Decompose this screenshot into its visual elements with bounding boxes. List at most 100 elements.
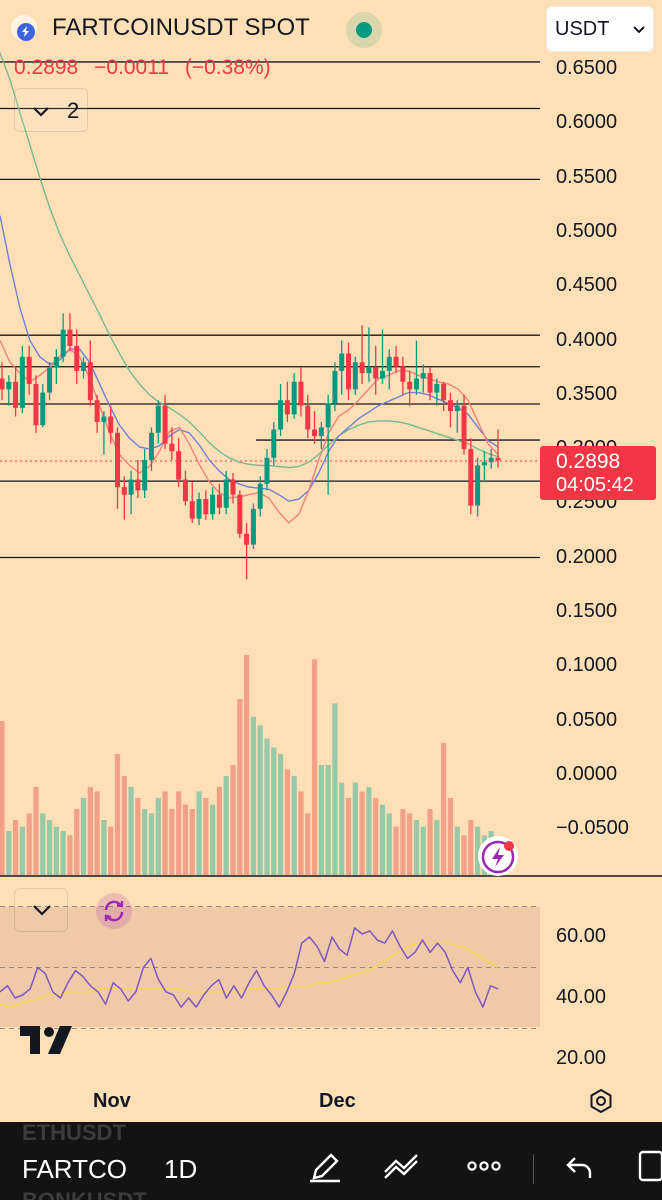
- volume-bar: [475, 826, 481, 875]
- candle-body: [67, 329, 73, 346]
- interval-button[interactable]: 1D: [164, 1154, 198, 1184]
- candle-body: [400, 366, 406, 382]
- volume-bar: [169, 809, 175, 875]
- price-axis-label: 0.5000: [556, 219, 618, 242]
- volume-bar: [468, 820, 474, 875]
- candle-body: [271, 429, 277, 458]
- last-price: 0.2898: [14, 56, 79, 79]
- candle-body: [53, 356, 59, 368]
- rsi-axis-label: 40.00: [556, 986, 607, 1008]
- price-axis-label: 0.0000: [556, 762, 618, 785]
- candle-body: [223, 479, 229, 508]
- volume-bar: [420, 826, 426, 875]
- toolbar-separator: [533, 1154, 534, 1184]
- price-axis-label: −0.0500: [556, 817, 629, 840]
- indicators-icon[interactable]: [382, 1148, 422, 1184]
- current-price-tag: 0.2898 04:05:42: [540, 446, 656, 500]
- rsi-collapse-button[interactable]: [14, 888, 68, 932]
- volume-bar: [182, 804, 189, 875]
- candle-body: [74, 345, 80, 371]
- volume-bar: [189, 809, 195, 875]
- volume-bar: [101, 820, 107, 875]
- price-axis-label: 0.1500: [556, 600, 618, 622]
- volume-bar: [318, 765, 324, 875]
- undo-icon[interactable]: [562, 1148, 598, 1184]
- currency-label: USDT: [555, 18, 610, 40]
- chevron-down-icon: [633, 26, 645, 34]
- volume-bar: [33, 787, 39, 875]
- candle-body: [379, 370, 385, 379]
- price-axis-label: 0.2000: [556, 545, 618, 568]
- time-axis-label-nov: Nov: [93, 1090, 131, 1112]
- tradingview-logo-icon[interactable]: [18, 1024, 74, 1061]
- rsi-axis-label: 60.00: [556, 925, 607, 947]
- symbol-title[interactable]: FARTCOINUSDT SPOT: [52, 14, 310, 41]
- candle-body: [481, 462, 487, 466]
- candles: [0, 313, 501, 580]
- refresh-button[interactable]: [96, 893, 132, 929]
- candle-body: [176, 451, 182, 480]
- volume-bar: [264, 738, 270, 875]
- indicators-collapse-button[interactable]: 2: [14, 88, 88, 132]
- flash-alert-button[interactable]: [478, 836, 518, 876]
- candle-countdown: 04:05:42: [556, 474, 634, 496]
- candle-body: [346, 353, 352, 390]
- volume-bar: [379, 804, 386, 875]
- volume-bar: [277, 754, 284, 875]
- volume-bar: [413, 820, 420, 875]
- watchlist-prev-symbol[interactable]: ETHUSDT: [22, 1122, 126, 1145]
- more-icon[interactable]: [464, 1148, 504, 1184]
- volume-bar: [305, 813, 311, 875]
- fullscreen-icon[interactable]: [636, 1148, 662, 1184]
- volume-bar: [196, 791, 202, 875]
- candle-body: [373, 367, 379, 379]
- price-axis-label: 0.6500: [556, 57, 618, 79]
- candle-body: [169, 443, 175, 452]
- settings-icon[interactable]: [588, 1088, 614, 1119]
- candle-body: [427, 373, 433, 393]
- volume-bar: [291, 776, 297, 875]
- volume-bar: [135, 798, 141, 875]
- candle-body: [33, 383, 39, 426]
- volume-bar: [244, 655, 250, 875]
- candle-body: [325, 403, 331, 428]
- volume-bar: [0, 721, 5, 875]
- symbol-button[interactable]: FARTCO: [22, 1154, 127, 1184]
- chevron-down-icon: [33, 107, 49, 117]
- volume-bars: [0, 655, 501, 875]
- volume-bar: [128, 787, 134, 875]
- candle-body: [264, 457, 270, 484]
- watchlist-next-symbol[interactable]: BONKUSDT: [22, 1188, 147, 1200]
- candle-body: [291, 381, 297, 415]
- draw-brush-icon[interactable]: [306, 1148, 342, 1184]
- horizontal-levels: [0, 61, 540, 559]
- candle-body: [47, 367, 53, 393]
- volume-bar: [155, 798, 161, 875]
- chart-canvas[interactable]: [0, 0, 662, 1122]
- volume-bar: [400, 809, 406, 875]
- price-axis-label: 0.0500: [556, 708, 618, 731]
- volume-bar: [121, 776, 127, 875]
- volume-bar: [80, 798, 87, 875]
- volume-bar: [19, 826, 25, 875]
- candle-body: [6, 381, 12, 390]
- candle-body: [121, 487, 127, 495]
- currency-select[interactable]: USDT: [546, 6, 654, 52]
- price-axis-label: 0.3500: [556, 382, 618, 405]
- volume-bar: [26, 813, 32, 875]
- market-status[interactable]: [346, 12, 382, 48]
- current-price: 0.2898: [556, 450, 621, 473]
- candle-body: [278, 400, 284, 430]
- candle-body: [26, 356, 32, 384]
- candle-body: [60, 329, 66, 357]
- volume-bar: [366, 787, 372, 875]
- volume-bar: [325, 765, 331, 875]
- volume-bar: [53, 826, 59, 875]
- candle-body: [19, 356, 25, 408]
- candle-body: [359, 362, 365, 374]
- candle-body: [434, 383, 440, 393]
- candle-body: [257, 483, 263, 509]
- volume-bar: [162, 791, 168, 875]
- candle-body: [189, 501, 195, 519]
- volume-bar: [87, 787, 93, 875]
